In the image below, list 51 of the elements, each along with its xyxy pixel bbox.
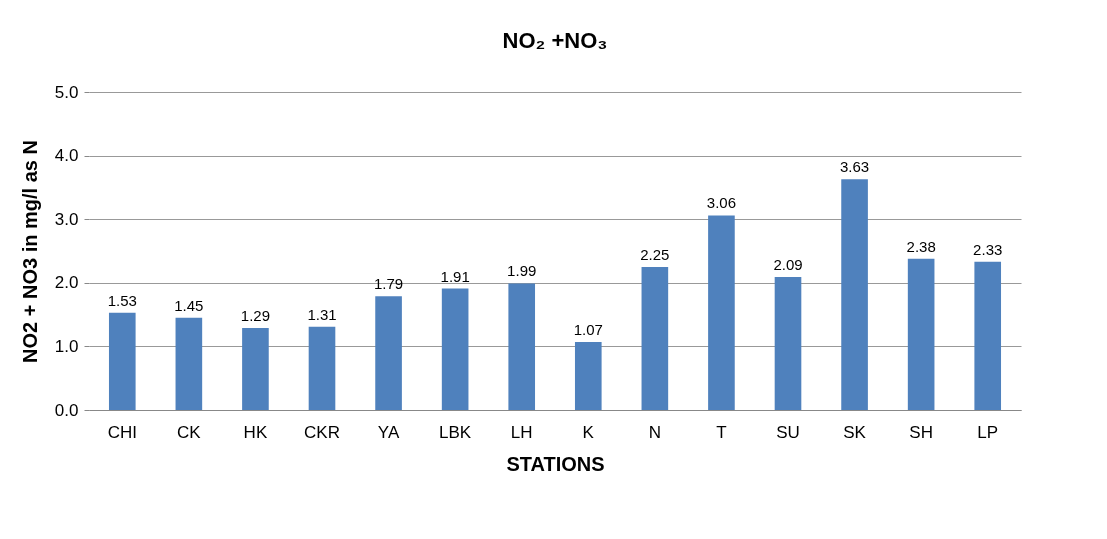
y-tick-label: 3.0 [54, 209, 79, 229]
bar [841, 179, 868, 410]
x-tick-label: SK [843, 422, 867, 442]
bar [508, 283, 536, 410]
data-label: 3.63 [839, 158, 870, 176]
bar [175, 317, 203, 410]
x-tick-label: HK [243, 422, 268, 442]
bar [242, 327, 269, 410]
data-label: 1.53 [107, 291, 137, 309]
x-tick-label: YA [377, 422, 400, 442]
y-axis-title: NO2 + NO3 in mg/l as N [18, 140, 41, 363]
x-tick-label: K [582, 422, 595, 442]
bar [574, 341, 602, 410]
x-tick-label: CHI [107, 422, 137, 442]
data-label: 1.31 [307, 305, 337, 323]
bar [974, 261, 1002, 410]
data-label: 2.38 [906, 237, 936, 255]
x-tick-label: LBK [439, 422, 472, 442]
data-label: 1.07 [573, 320, 603, 338]
y-tick-label: 0.0 [54, 400, 79, 420]
data-label: 1.45 [174, 296, 204, 314]
x-tick-label: T [716, 422, 727, 442]
x-tick-label: SH [909, 422, 933, 442]
y-tick-label: 1.0 [54, 336, 79, 356]
y-tick-label: 2.0 [54, 273, 79, 293]
y-tick-label: 5.0 [54, 82, 79, 102]
x-tick-label: CK [177, 422, 202, 442]
bar [907, 258, 935, 410]
bar [641, 266, 669, 410]
x-tick-label: N [648, 422, 661, 442]
data-label: 2.25 [640, 245, 670, 263]
y-tick-label: 4.0 [54, 146, 79, 166]
x-tick-label: LP [977, 422, 999, 442]
bar [441, 288, 469, 410]
chart-title: NO₂ +NO₃ [502, 28, 608, 53]
data-label: 3.06 [706, 194, 737, 212]
x-axis-title: STATIONS [506, 452, 605, 475]
data-label: 1.99 [507, 262, 537, 280]
bar [108, 312, 136, 410]
bar [375, 296, 402, 410]
x-tick-label: LH [510, 422, 533, 442]
bar [774, 277, 802, 410]
bar [308, 326, 336, 410]
data-label: 2.09 [773, 256, 803, 274]
bar [708, 215, 735, 410]
x-tick-label: SU [776, 422, 800, 442]
data-label: 2.33 [973, 240, 1003, 258]
x-tick-label: CKR [304, 422, 340, 442]
data-label: 1.91 [440, 267, 470, 285]
data-label: 1.29 [240, 306, 271, 324]
data-label: 1.79 [373, 275, 404, 293]
